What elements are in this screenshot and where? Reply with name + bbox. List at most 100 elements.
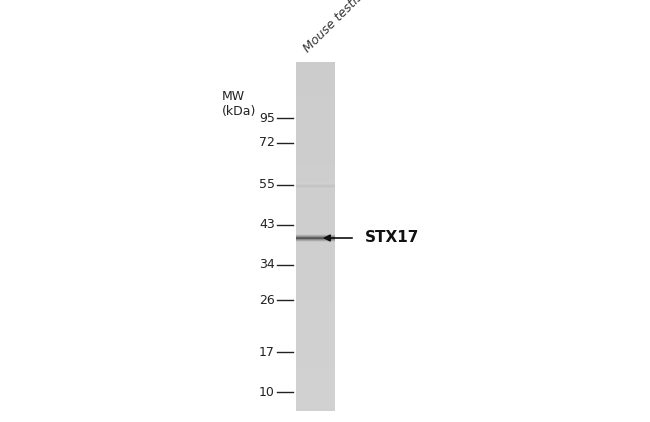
Bar <box>296 91 335 92</box>
Bar <box>296 307 335 309</box>
Bar <box>296 362 335 363</box>
Bar <box>296 162 335 163</box>
Bar <box>296 369 335 371</box>
Bar <box>296 265 335 267</box>
Bar <box>296 194 335 196</box>
Bar <box>296 308 335 310</box>
Bar <box>296 149 335 150</box>
Bar <box>296 220 335 222</box>
Bar <box>296 100 335 102</box>
Bar <box>296 309 335 311</box>
Bar <box>296 319 335 321</box>
Bar <box>296 224 335 225</box>
Bar <box>296 317 335 318</box>
Bar <box>296 217 335 218</box>
Bar <box>296 306 335 307</box>
Bar <box>296 146 335 148</box>
Bar <box>296 226 335 227</box>
Bar <box>296 159 335 160</box>
Bar <box>296 63 335 64</box>
Bar <box>296 112 335 114</box>
Bar <box>296 319 335 320</box>
Bar <box>296 116 335 117</box>
Bar <box>296 373 335 375</box>
Bar <box>296 231 335 232</box>
Bar <box>296 274 335 276</box>
Bar <box>296 316 335 317</box>
Bar <box>296 187 335 188</box>
Bar <box>296 321 335 323</box>
Bar <box>296 315 335 316</box>
Bar <box>296 360 335 362</box>
Bar <box>296 105 335 106</box>
Bar <box>296 151 335 152</box>
Bar <box>296 221 335 222</box>
Bar <box>296 361 335 362</box>
Bar <box>296 128 335 130</box>
Bar <box>296 394 335 396</box>
Bar <box>296 261 335 262</box>
Bar <box>296 129 335 130</box>
Bar <box>296 285 335 286</box>
Bar <box>296 101 335 103</box>
Bar <box>296 256 335 257</box>
Bar <box>296 197 335 198</box>
Bar <box>296 342 335 344</box>
Bar <box>296 130 335 131</box>
Bar <box>296 137 335 138</box>
Bar <box>296 399 335 400</box>
Bar <box>296 329 335 330</box>
Bar <box>296 148 335 149</box>
Bar <box>296 333 335 335</box>
Bar <box>296 85 335 86</box>
Bar <box>296 73 335 75</box>
Bar <box>296 78 335 80</box>
Bar <box>296 87 335 89</box>
Bar <box>296 138 335 139</box>
Bar <box>296 183 335 184</box>
Bar <box>296 380 335 382</box>
Bar <box>296 354 335 356</box>
Bar <box>296 314 335 316</box>
Text: 43: 43 <box>259 219 275 232</box>
Bar <box>296 182 335 184</box>
Bar <box>296 390 335 391</box>
Bar <box>296 365 335 367</box>
Bar <box>296 177 335 178</box>
Bar <box>296 68 335 70</box>
Bar <box>296 120 335 122</box>
Bar <box>296 79 335 81</box>
Bar <box>296 192 335 194</box>
Bar <box>296 398 335 399</box>
Bar <box>296 67 335 69</box>
Bar <box>296 161 335 162</box>
Bar <box>296 306 335 308</box>
Bar <box>296 326 335 327</box>
Bar <box>296 69 335 70</box>
Bar <box>296 80 335 81</box>
Bar <box>296 99 335 100</box>
Bar <box>296 152 335 154</box>
Bar <box>296 127 335 129</box>
Bar <box>296 212 335 213</box>
Bar <box>296 386 335 387</box>
Bar <box>296 352 335 354</box>
Bar <box>296 366 335 368</box>
Bar <box>296 254 335 256</box>
Bar <box>296 358 335 359</box>
Bar <box>296 318 335 319</box>
Bar <box>296 108 335 109</box>
Bar <box>296 238 335 240</box>
Bar <box>296 372 335 373</box>
Bar <box>296 388 335 390</box>
Bar <box>296 280 335 282</box>
Bar <box>296 180 335 182</box>
Bar <box>296 284 335 285</box>
Bar <box>296 239 335 241</box>
Bar <box>296 191 335 192</box>
Bar <box>296 102 335 103</box>
Bar <box>296 110 335 111</box>
Bar <box>296 346 335 347</box>
Bar <box>296 193 335 195</box>
Bar <box>296 363 335 364</box>
